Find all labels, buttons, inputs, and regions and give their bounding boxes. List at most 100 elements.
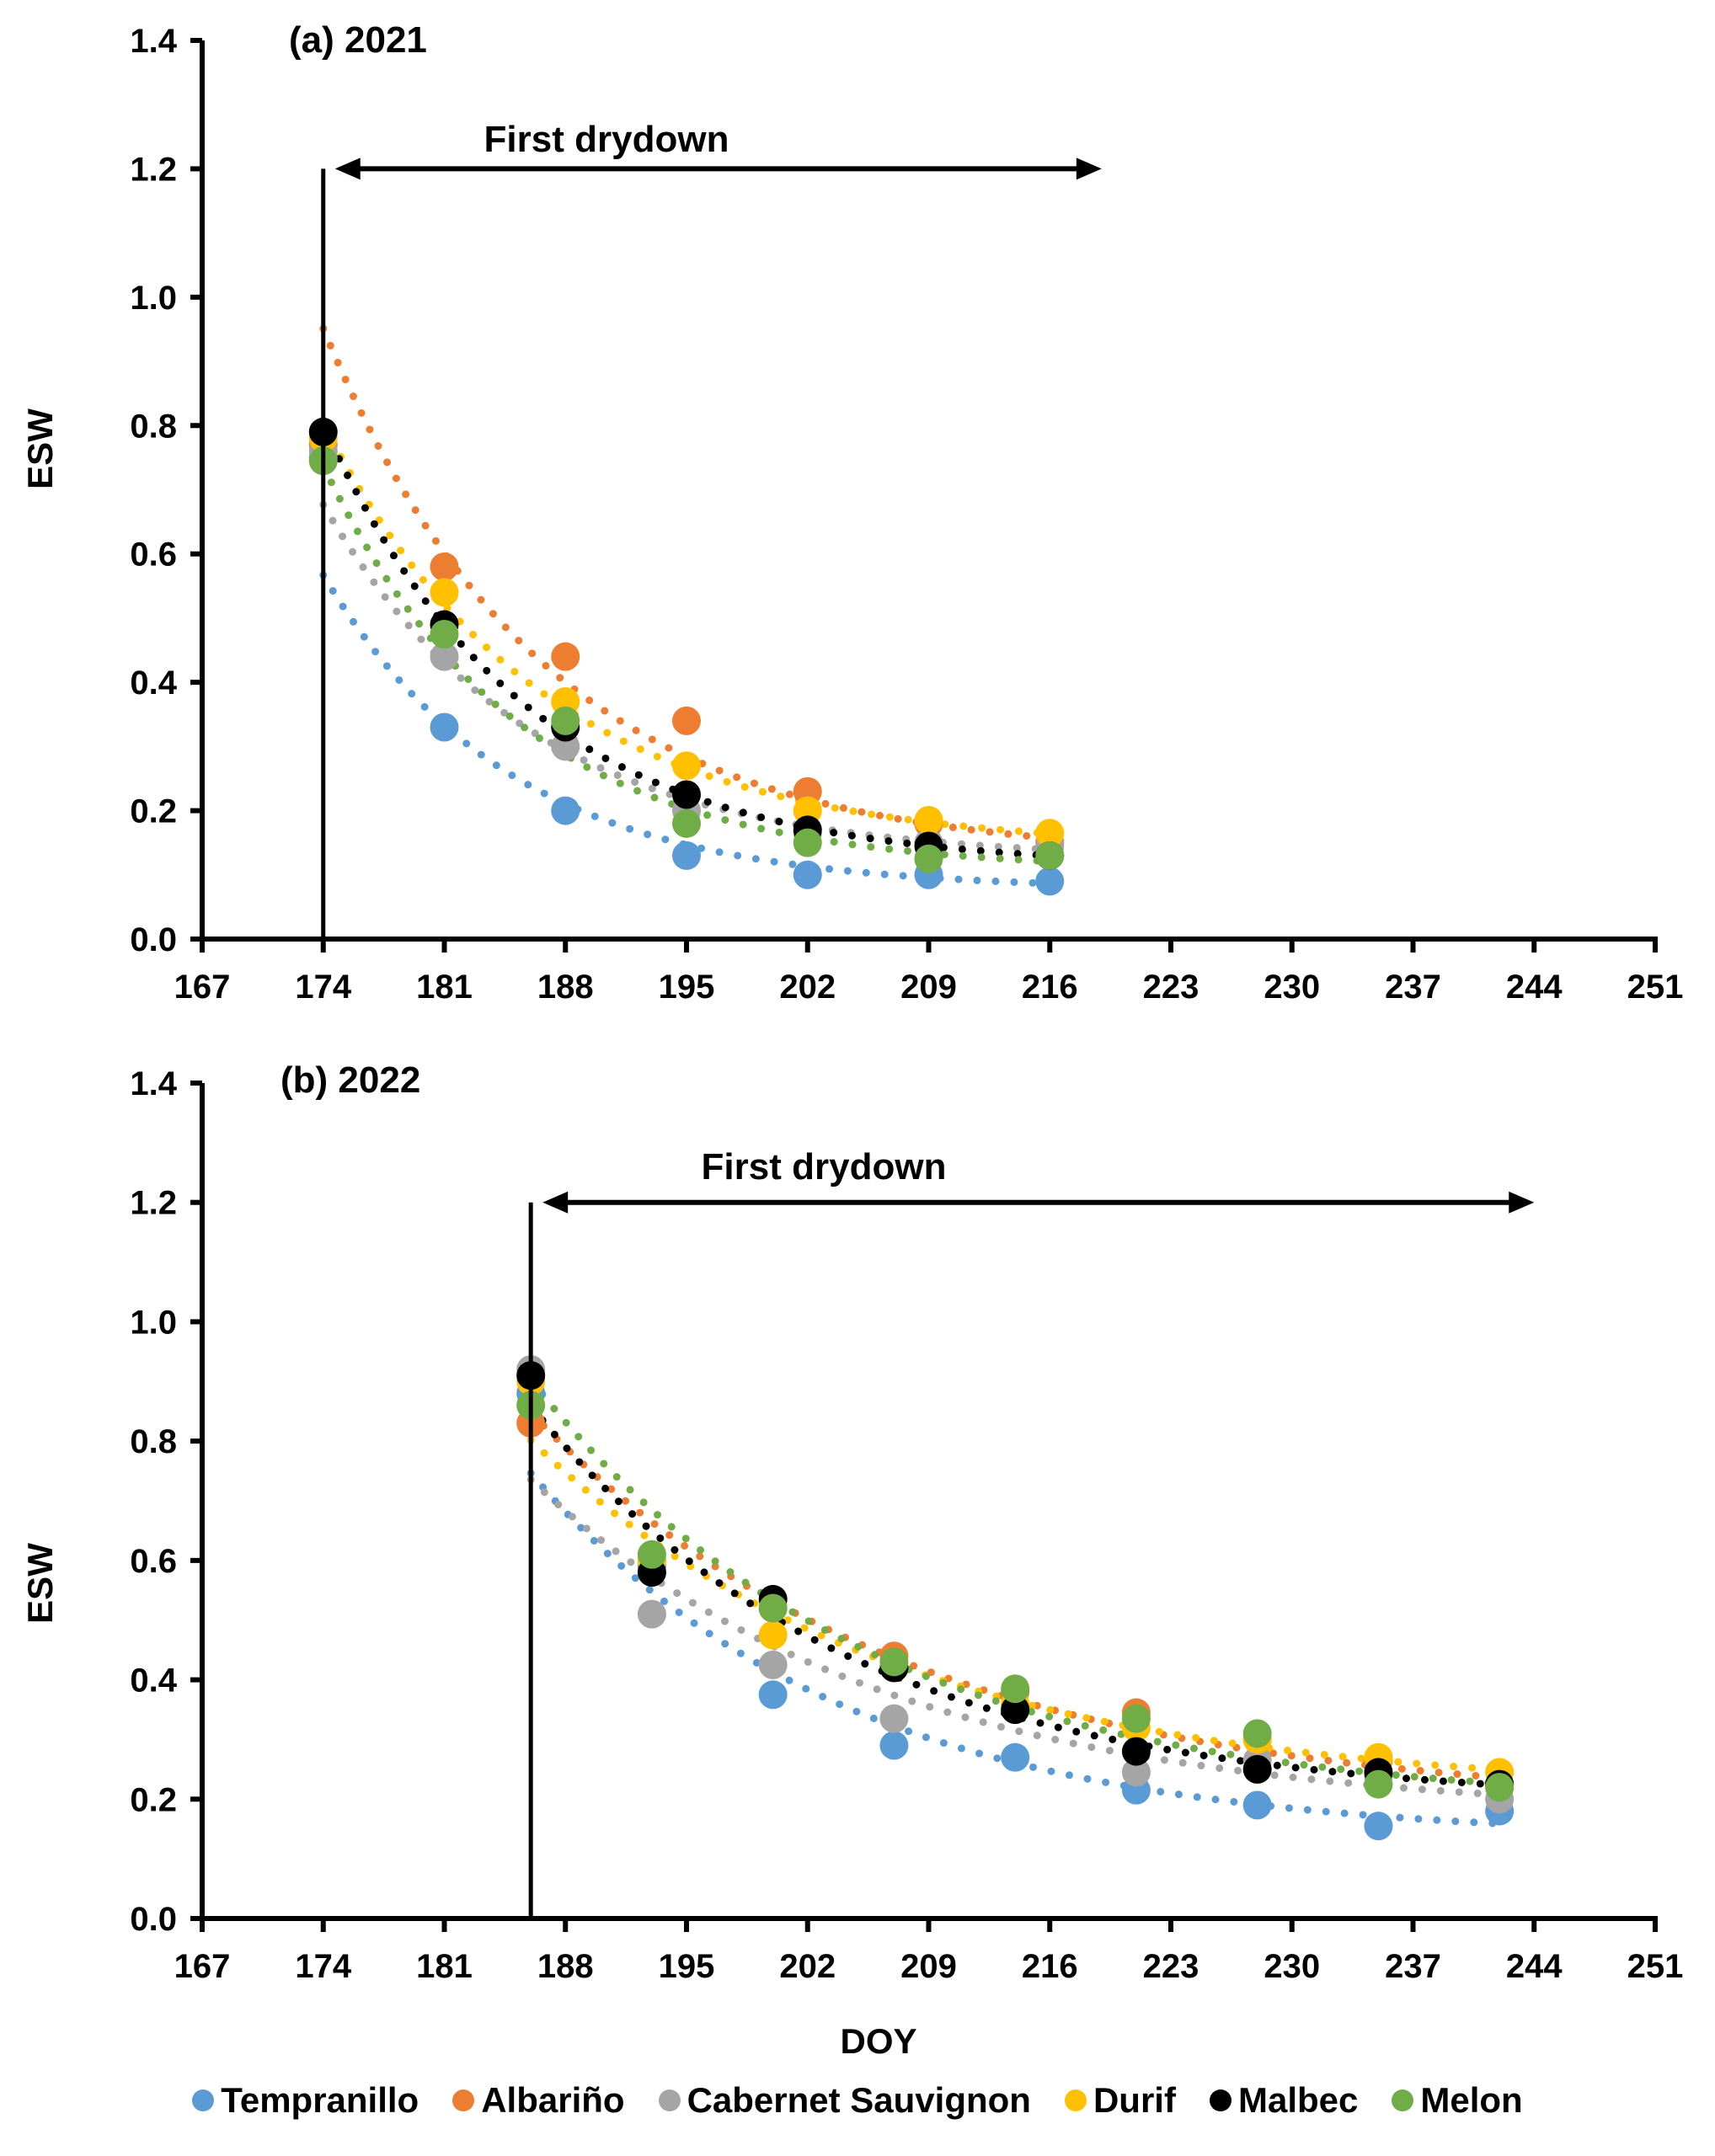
data-point — [793, 860, 822, 889]
legend-item: Melon — [1392, 2080, 1523, 2121]
data-point — [1242, 1719, 1272, 1748]
data-point — [672, 780, 701, 809]
data-point — [758, 1593, 788, 1623]
trendline-cabernet-sauvignon — [526, 1476, 1504, 1799]
x-tick-label: 209 — [900, 1948, 957, 1985]
axes: 0.0 0.2 0.4 0.6 0.8 1.0 1.2 1.4 167 174 181 188 195 2… — [130, 1065, 1683, 1985]
x-tick-label: 223 — [1143, 969, 1199, 1006]
arrow-left-icon — [542, 1191, 569, 1214]
y-tick-label: 0.8 — [130, 408, 177, 445]
x-axis-label: DOY — [840, 2021, 916, 2061]
data-point — [672, 706, 701, 735]
data-point — [1001, 1674, 1030, 1704]
y-tick-label: 0.6 — [130, 536, 177, 574]
data-point — [551, 642, 580, 671]
data-point — [1485, 1773, 1515, 1802]
data-point — [879, 1647, 909, 1677]
x-tick-label: 167 — [174, 1948, 231, 1985]
y-tick-label: 0.6 — [130, 1543, 177, 1580]
x-tick-label: 167 — [174, 969, 231, 1006]
y-tick-label: 1.2 — [130, 151, 177, 188]
legend-marker-icon — [1209, 2089, 1231, 2111]
data-point — [1364, 1812, 1393, 1841]
axes: 0.0 0.2 0.4 0.6 0.8 1.0 1.2 1.4 167 174 181 188 195 2… — [130, 23, 1683, 1006]
x-tick-label: 188 — [537, 969, 594, 1006]
legend: Tempranillo Albariño Cabernet Sauvignon … — [0, 2080, 1715, 2121]
legend-label: Malbec — [1237, 2080, 1359, 2120]
data-point — [879, 1731, 909, 1760]
x-tick-label: 244 — [1506, 969, 1563, 1006]
legend-marker-icon — [1392, 2089, 1414, 2111]
x-tick-label: 230 — [1264, 1948, 1320, 1985]
x-tick-label: 195 — [659, 969, 715, 1006]
legend-marker-icon — [1064, 2089, 1087, 2111]
data-point — [914, 844, 943, 873]
x-tick-label: 237 — [1385, 969, 1441, 1006]
data-point — [672, 751, 701, 781]
data-point — [430, 642, 459, 671]
data-point — [1001, 1742, 1030, 1772]
drydown-annotation: First drydown — [321, 119, 1102, 939]
arrow-right-icon — [1076, 157, 1102, 180]
x-tick-label: 237 — [1385, 1948, 1441, 1985]
x-tick-label: 181 — [416, 1948, 473, 1985]
data-point — [637, 1540, 666, 1569]
data-point — [1035, 819, 1065, 848]
y-tick-label: 0.0 — [130, 1901, 177, 1938]
x-tick-label: 174 — [295, 969, 351, 1006]
panel-title: (b) 2022 — [280, 1059, 420, 1101]
y-tick-label: 1.0 — [130, 280, 177, 317]
y-axis-label: ESW — [20, 408, 60, 489]
x-tick-label: 244 — [1506, 1948, 1563, 1985]
y-tick-label: 0.2 — [130, 1781, 177, 1818]
legend-label: Durif — [1093, 2080, 1176, 2120]
data-point — [1001, 1695, 1030, 1724]
x-tick-label: 188 — [537, 1948, 594, 1985]
data-point — [1035, 841, 1065, 870]
data-point — [1121, 1704, 1151, 1733]
arrow-left-icon — [334, 157, 361, 180]
data-point — [430, 552, 459, 581]
arrow-right-icon — [1509, 1191, 1535, 1214]
data-point — [1242, 1790, 1272, 1820]
legend-item: Durif — [1064, 2080, 1176, 2121]
data-point — [758, 1680, 788, 1710]
x-tick-label: 202 — [779, 1948, 836, 1985]
y-tick-label: 1.0 — [130, 1304, 177, 1341]
x-tick-label: 209 — [900, 969, 957, 1006]
data-point — [672, 841, 701, 870]
data-points — [308, 417, 1065, 896]
x-tick-label: 230 — [1264, 969, 1320, 1006]
data-point — [672, 808, 701, 838]
legend-item: Cabernet Sauvignon — [658, 2080, 1031, 2121]
data-point — [1121, 1737, 1151, 1766]
drydown-label: First drydown — [702, 1146, 947, 1187]
x-tick-label: 216 — [1022, 969, 1078, 1006]
y-tick-label: 0.0 — [130, 921, 177, 958]
x-tick-label: 181 — [416, 969, 473, 1006]
data-point — [758, 1650, 788, 1679]
y-tick-label: 0.8 — [130, 1423, 177, 1460]
x-tick-label: 174 — [295, 1948, 351, 1985]
data-point — [1242, 1754, 1272, 1784]
y-tick-label: 1.2 — [130, 1185, 177, 1222]
data-point — [637, 1599, 666, 1629]
y-tick-label: 1.4 — [130, 1065, 177, 1102]
y-tick-label: 0.2 — [130, 793, 177, 830]
legend-label: Tempranillo — [221, 2080, 419, 2120]
data-point — [914, 806, 943, 835]
legend-item: Malbec — [1209, 2080, 1359, 2121]
data-point — [1121, 1758, 1151, 1787]
y-tick-label: 0.4 — [130, 664, 177, 702]
data-point — [430, 578, 459, 607]
y-tick-label: 1.4 — [130, 23, 177, 60]
y-axis-label: ESW — [20, 1543, 60, 1624]
x-tick-label: 251 — [1627, 969, 1684, 1006]
legend-item: Tempranillo — [192, 2080, 419, 2121]
panel-2022: (b) 2022 ESW 0.0 0.2 0.4 0.6 0.8 1.0 1.2 1.4 167… — [20, 1059, 1683, 1985]
legend-item: Albariño — [452, 2080, 625, 2121]
y-tick-label: 0.4 — [130, 1662, 177, 1700]
data-point — [1364, 1769, 1393, 1799]
data-point — [551, 796, 580, 825]
